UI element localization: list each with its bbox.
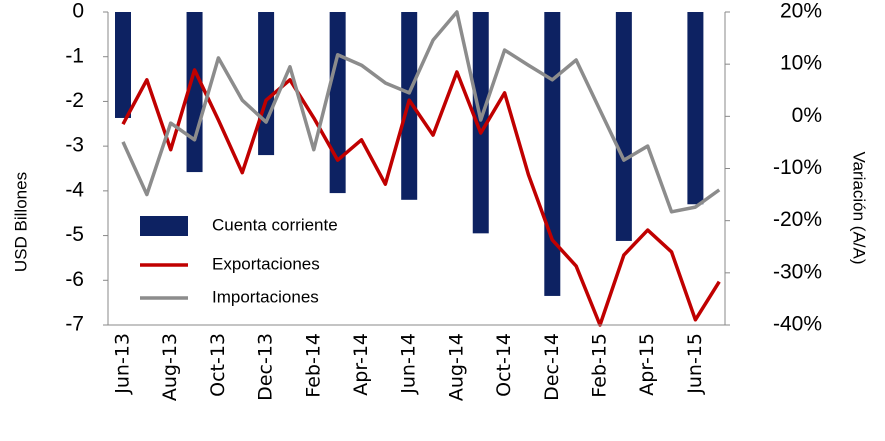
legend-swatch: [140, 216, 188, 236]
y2-tick-label: 10%: [780, 52, 822, 75]
y2-tick-label: -20%: [773, 208, 822, 231]
x-tick-label: Apr-15: [636, 333, 658, 396]
y-tick-label: -5: [65, 223, 84, 246]
bar: [615, 12, 632, 241]
y2-tick-label: -30%: [773, 260, 822, 283]
y-tick-label: -7: [65, 313, 84, 336]
x-tick-label: Apr-14: [350, 333, 372, 396]
x-tick-label: Jun-13: [112, 333, 134, 395]
bar: [472, 12, 489, 234]
y-tick-label: -3: [65, 134, 84, 157]
x-tick-label: Dec-13: [255, 333, 277, 401]
bar: [258, 12, 275, 156]
bar: [329, 12, 346, 194]
line: [121, 68, 721, 327]
x-tick-label: Jun-15: [684, 333, 706, 395]
x-tick-label: Jun-14: [398, 333, 420, 395]
bar: [544, 12, 561, 296]
y-tick-label: -1: [65, 44, 84, 67]
y2-tick-label: -10%: [773, 156, 822, 179]
x-tick-label: Aug-13: [159, 333, 181, 401]
x-tick-label: Dec-14: [541, 333, 563, 401]
x-tick-label: Oct-14: [493, 333, 515, 397]
y2-tick-label: 20%: [780, 0, 822, 23]
x-tick-label: Feb-15: [589, 333, 611, 398]
y-tick-label: -6: [65, 268, 84, 291]
legend-label: Exportaciones: [212, 254, 320, 273]
y2-tick-label: 0%: [792, 104, 822, 127]
y-tick-label: -2: [65, 89, 84, 112]
y-axis-label: USD Billones: [11, 172, 30, 272]
x-tick-label: Feb-14: [302, 333, 324, 398]
y2-tick-label: -40%: [773, 313, 822, 336]
y-tick-label: -4: [65, 178, 84, 201]
legend-label: Importaciones: [212, 287, 319, 306]
bar: [687, 12, 704, 205]
bar: [115, 12, 131, 118]
legend-label: Cuenta corriente: [212, 215, 338, 234]
x-tick-label: Oct-13: [207, 333, 229, 397]
y2-axis-label: Variación (A/A): [850, 151, 869, 264]
line: [121, 10, 721, 214]
y-tick-label: 0: [72, 0, 84, 23]
x-tick-label: Aug-14: [445, 333, 467, 401]
